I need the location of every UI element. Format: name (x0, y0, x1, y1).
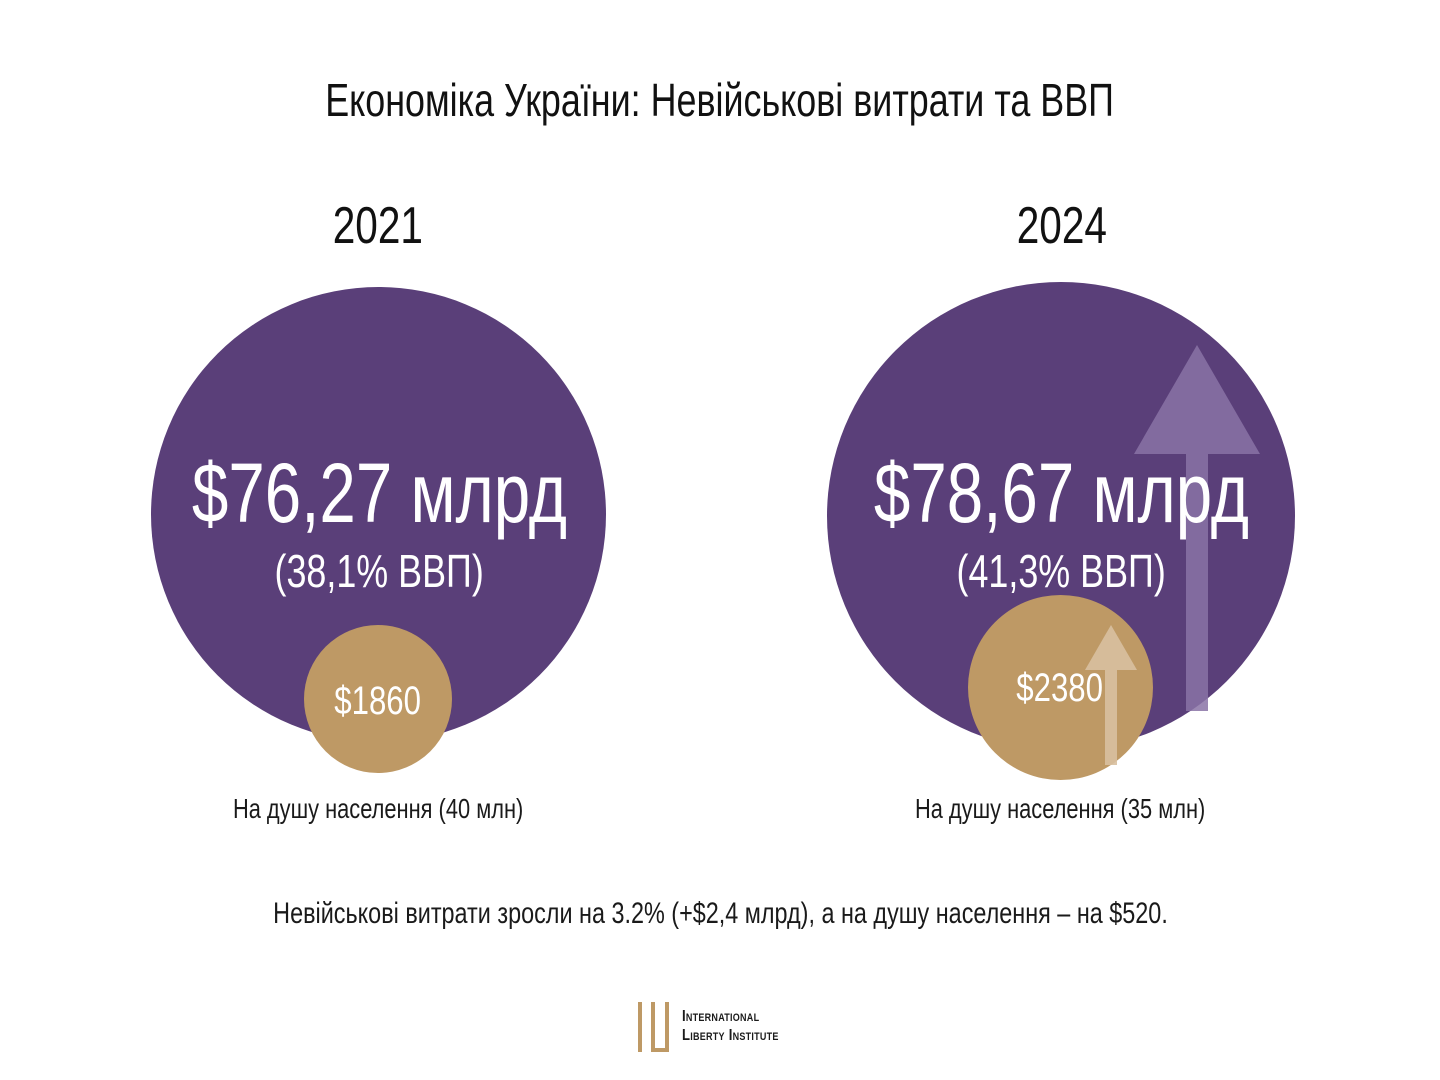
per-capita-bubble-2021 (304, 625, 452, 773)
per-capita-caption-2024: На душу населення (35 млн) (914, 793, 1206, 824)
per-capita-caption-2021: На душу населення (40 млн) (232, 793, 524, 824)
total-value-2024: $78,67 млрд (873, 446, 1249, 540)
ili-logo: International Liberty Institute (636, 1000, 816, 1054)
chart-title: Економіка України: Невійськові витрати т… (325, 74, 1115, 126)
total-value-2021: $76,27 млрд (191, 446, 567, 540)
ili-logo-icon (638, 1002, 669, 1052)
gdp-share-2021: (38,1% ВВП) (274, 545, 484, 597)
logo-text-line2: Liberty Institute (682, 1027, 779, 1044)
per-capita-value-2024: $2380 (1016, 666, 1104, 710)
summary-text: Невійськові витрати зросли на 3.2% (+$2,… (272, 897, 1168, 930)
year-label-2021: 2021 (332, 197, 424, 255)
per-capita-value-2021: $1860 (334, 679, 422, 723)
year-label-2024: 2024 (1016, 197, 1108, 255)
gdp-share-2024: (41,3% ВВП) (956, 545, 1166, 597)
logo-text-line1: International (682, 1008, 760, 1025)
